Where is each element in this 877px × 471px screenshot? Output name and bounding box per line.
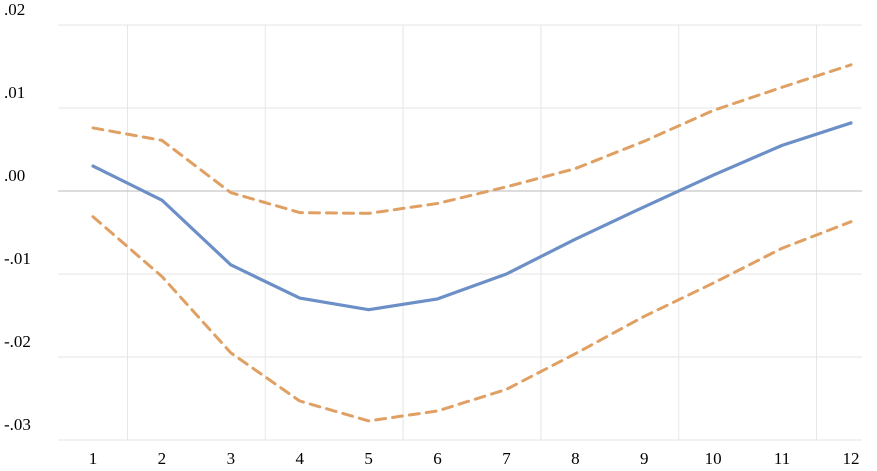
x-tick-label: 5 <box>364 449 373 468</box>
lower-bound-line <box>91 215 853 423</box>
x-tick-label: 6 <box>433 449 442 468</box>
y-tick-label: -.01 <box>4 249 31 268</box>
series-lines <box>91 63 853 423</box>
x-tick-label: 8 <box>571 449 580 468</box>
estimate-line <box>91 121 853 312</box>
x-tick-label: 10 <box>705 449 722 468</box>
y-tick-label: .01 <box>4 83 25 102</box>
x-tick-label: 7 <box>502 449 511 468</box>
x-axis-ticks: 1 2 3 4 5 6 7 8 9 10 11 12 <box>89 449 860 468</box>
x-tick-label: 4 <box>295 449 304 468</box>
upper-bound-line <box>91 63 853 215</box>
y-tick-label: .00 <box>4 166 25 185</box>
x-tick-label: 11 <box>774 449 790 468</box>
x-tick-label: 1 <box>89 449 98 468</box>
x-tick-label: 9 <box>640 449 649 468</box>
y-tick-label: .02 <box>4 0 25 19</box>
x-tick-label: 12 <box>843 449 860 468</box>
x-tick-label: 3 <box>227 449 236 468</box>
y-tick-label: -.03 <box>4 415 31 434</box>
y-tick-label: -.02 <box>4 332 31 351</box>
y-axis-ticks: -.03 -.02 -.01 .00 .01 .02 <box>4 0 31 434</box>
x-tick-label: 2 <box>158 449 167 468</box>
grid-lines <box>58 24 862 441</box>
